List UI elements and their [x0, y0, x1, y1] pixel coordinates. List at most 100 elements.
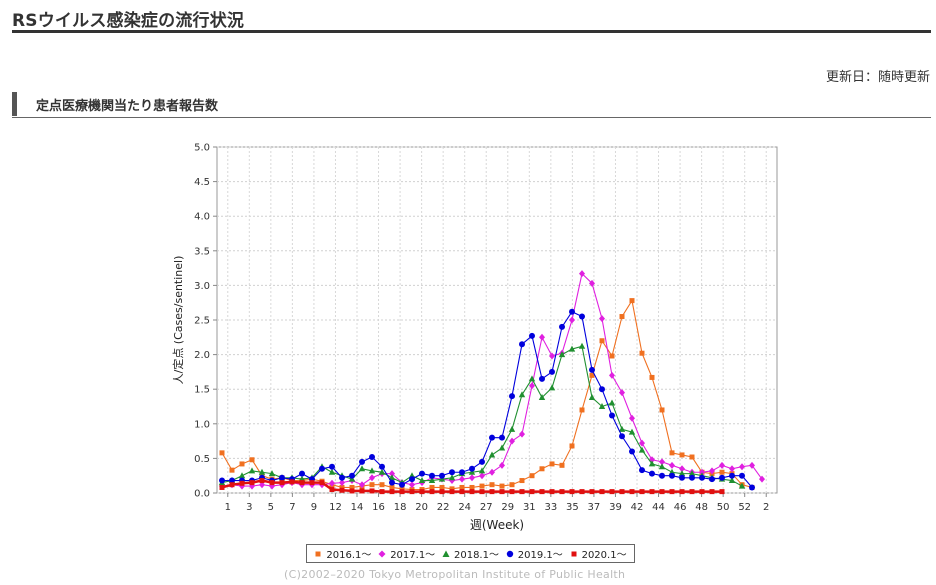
series-5-point [489, 489, 495, 495]
series-3-point [428, 477, 436, 484]
series-5-point [309, 480, 315, 486]
legend-marker [506, 550, 513, 557]
series-5-point [359, 488, 365, 494]
series-3-point [628, 428, 636, 435]
x-tick-label: 14 [351, 502, 364, 513]
series-2-point [759, 475, 765, 483]
series-1-point [519, 478, 525, 484]
series-2-point [629, 414, 635, 422]
series-4-point [469, 465, 475, 472]
line-chart: 0.00.51.01.52.02.53.03.54.04.55.01 3 5 7 9 12… [171, 143, 778, 532]
series-4-point [349, 472, 355, 479]
series-2-point [469, 474, 475, 482]
series-3-point [518, 391, 526, 398]
series-5-point [709, 489, 715, 495]
series-3-point [648, 460, 656, 467]
series-1-point [669, 450, 675, 456]
series-4-point [619, 433, 625, 440]
x-tick-label: 27 [480, 502, 493, 513]
series-5-point [219, 484, 225, 490]
series-1-point [389, 484, 395, 490]
series-2-point [569, 316, 575, 324]
series-2-point [459, 475, 465, 483]
series-3-point [608, 399, 616, 406]
series-3-point [388, 474, 396, 481]
legend-label: 2018.1～ [453, 550, 499, 561]
series-5-point [579, 489, 585, 495]
legend-label: 2019.1～ [517, 550, 563, 561]
series-3-point [378, 468, 386, 475]
x-tick-label: 20 [415, 502, 428, 513]
series-4-point [679, 474, 685, 481]
series-5-point [589, 489, 595, 495]
series-2-point [489, 468, 495, 476]
x-tick-label: 3 [246, 502, 252, 513]
series-1-point [689, 454, 695, 460]
x-tick-label: 9 [311, 502, 317, 513]
series-4-point [279, 474, 285, 481]
title-divider [12, 30, 931, 33]
legend-marker [315, 551, 321, 556]
series-3-point [368, 467, 376, 474]
series-5-point [409, 489, 415, 495]
series-1-point [219, 450, 225, 456]
series-1-point [469, 484, 475, 490]
series-4-point [379, 463, 385, 470]
series-1-point [629, 298, 635, 304]
series-5-point [479, 489, 485, 495]
series-5-point [239, 480, 245, 486]
series-5-point [289, 479, 295, 485]
series-5-point [279, 480, 285, 486]
series-5-point [599, 489, 605, 495]
series-5-point [499, 489, 505, 495]
series-5-point [449, 489, 455, 495]
series-5-point [339, 487, 345, 493]
series-5-point [319, 480, 325, 486]
series-3-point [658, 463, 666, 470]
series-4-point [339, 474, 345, 481]
y-tick-label: 5.0 [194, 143, 210, 154]
series-4-point [499, 434, 505, 441]
series-5-point [439, 489, 445, 495]
series-3-point [358, 465, 366, 472]
section-divider [12, 117, 931, 118]
series-5-point [459, 489, 465, 495]
series-1-point [639, 350, 645, 356]
series-4-point [399, 481, 405, 488]
series-2-point [579, 270, 585, 278]
series-2-point [749, 461, 755, 469]
legend-marker [442, 550, 450, 557]
x-tick-label: 35 [566, 502, 579, 513]
section-title: 定点医療機関当たり患者報告数 [36, 99, 219, 114]
legend-label: 2020.1～ [581, 550, 627, 561]
series-5-point [519, 489, 525, 495]
series-4-point [519, 341, 525, 348]
series-5-point [679, 489, 685, 495]
x-tick-label: 24 [458, 502, 471, 513]
series-3-point [248, 467, 256, 474]
x-tick-label: 7 [289, 502, 295, 513]
x-tick-label: 12 [329, 502, 342, 513]
series-1-point [549, 461, 555, 467]
x-axis-label: 週(Week) [470, 518, 524, 532]
page-title: RSウイルス感染症の流行状況 [12, 11, 245, 31]
series-4-point [699, 474, 705, 481]
x-tick-label: 37 [588, 502, 601, 513]
series-3-point [238, 472, 246, 479]
series-4-point [529, 332, 535, 339]
x-tick-label: 2 [763, 502, 769, 513]
x-tick-label: 1 [225, 502, 231, 513]
series-1-point [439, 484, 445, 490]
series-3-point [268, 470, 276, 477]
series-4-point [639, 467, 645, 474]
x-tick-label: 5 [268, 502, 274, 513]
x-tick-label: 39 [609, 502, 622, 513]
section-accent-bar [12, 92, 17, 116]
series-4-point [659, 472, 665, 479]
series-5-point [539, 489, 545, 495]
series-1-point [589, 372, 595, 378]
series-5-point [259, 478, 265, 484]
x-tick-label: 48 [695, 502, 708, 513]
series-3-point [548, 384, 556, 391]
series-1-point [339, 484, 345, 490]
